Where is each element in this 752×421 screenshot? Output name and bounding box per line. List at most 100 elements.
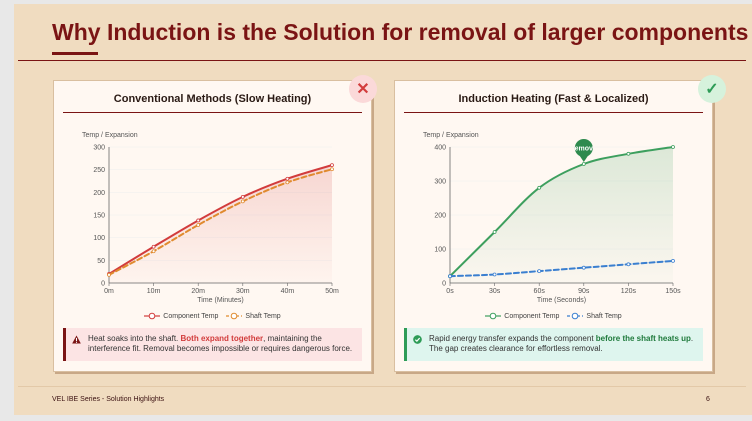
x-tick-label: 40m — [281, 288, 295, 295]
x-tick-label: 10m — [147, 288, 161, 295]
data-point — [671, 258, 675, 263]
legend-marker-icon — [485, 312, 502, 320]
area-fill — [109, 165, 332, 283]
y-tick-label: 250 — [93, 167, 105, 174]
y-tick-label: 200 — [93, 190, 105, 197]
series-line-shaft — [108, 168, 333, 276]
check-circle-icon — [413, 335, 422, 344]
x-tick-label: 30m — [236, 288, 250, 295]
data-point — [492, 272, 497, 277]
x-tick-label: 50m — [325, 288, 339, 295]
legend-item-shaft: Shaft Temp — [226, 312, 281, 320]
y-tick-label: 300 — [93, 145, 105, 152]
legend-item-component: Component Temp — [144, 312, 218, 320]
success-note: Rapid energy transfer expands the compon… — [404, 328, 703, 361]
slide: Why Induction is the Solution for remova… — [14, 4, 752, 415]
x-tick-label: 30s — [489, 288, 501, 295]
note-text: Rapid energy transfer expands the compon… — [429, 334, 596, 343]
y-tick-label: 300 — [434, 179, 446, 186]
data-point — [196, 218, 201, 223]
close-icon: ✕ — [349, 75, 377, 103]
x-tick-label: 0s — [446, 288, 454, 295]
location-pin-icon: emov — [575, 139, 593, 162]
data-point — [537, 185, 542, 190]
x-tick-label: 90s — [578, 288, 590, 295]
y-axis-label: Temp / Expansion — [82, 132, 138, 139]
conventional-chart: Temp / Expansion 0 50 100 150 200 250 300 0m 10m 2… — [82, 132, 339, 304]
data-point — [151, 244, 156, 249]
card-title: Conventional Methods (Slow Heating) — [113, 93, 312, 105]
data-point — [151, 249, 156, 254]
note-highlight: before the shaft heats up — [595, 334, 691, 343]
marker-label: emov — [575, 146, 593, 153]
note-text: , maintaining the interference fit. Remo… — [88, 334, 353, 353]
data-point — [196, 223, 201, 227]
data-point — [330, 167, 334, 172]
note-text: Heat soaks into the shaft. — [88, 334, 181, 343]
x-tick-label: 60s — [534, 288, 546, 295]
x-axis-label: Time (Seconds) — [537, 297, 586, 304]
chart-legend: Component Temp Shaft Temp — [395, 312, 712, 320]
data-point — [626, 151, 631, 156]
y-tick-label: 50 — [97, 258, 105, 265]
note-highlight: Both expand together — [180, 334, 264, 343]
y-tick-label: 0 — [442, 281, 446, 288]
chart-legend: Component Temp Shaft Temp — [54, 312, 371, 320]
title-divider — [18, 60, 746, 61]
legend-item-shaft: Shaft Temp — [567, 312, 622, 320]
series-line-component — [449, 146, 674, 278]
series-line-component — [108, 164, 333, 275]
card-divider — [63, 112, 362, 113]
slide-title: Why Induction is the Solution for remova… — [52, 19, 749, 45]
legend-marker-icon — [144, 312, 161, 320]
card-title: Induction Heating (Fast & Localized) — [458, 93, 649, 105]
data-point — [330, 163, 334, 168]
y-tick-label: 100 — [434, 247, 446, 254]
data-point — [285, 180, 290, 185]
footer-text: VEL IBE Series - Solution Highlights — [52, 396, 165, 403]
y-tick-label: 0 — [101, 281, 105, 288]
data-point — [626, 262, 631, 267]
y-tick-label: 400 — [434, 145, 446, 152]
card-divider — [404, 112, 703, 113]
data-point — [671, 145, 675, 149]
data-point — [581, 162, 586, 166]
x-tick-label: 20m — [191, 288, 205, 295]
note-text: . The gap creates clearance for effortle… — [429, 334, 694, 353]
y-tick-label: 200 — [434, 213, 446, 220]
area-fill — [450, 147, 673, 283]
check-icon: ✓ — [698, 75, 726, 103]
legend-label: Component Temp — [504, 312, 560, 320]
warning-note: Heat soaks into the shaft. Both expand t… — [63, 328, 362, 361]
legend-marker-icon — [567, 312, 584, 320]
data-point — [537, 269, 542, 274]
data-point — [107, 272, 111, 277]
legend-label: Component Temp — [163, 312, 219, 320]
page-number: 6 — [706, 396, 710, 403]
data-point — [285, 176, 290, 181]
legend-marker-icon — [226, 312, 243, 320]
footer-divider — [18, 386, 746, 387]
data-point — [240, 194, 245, 199]
pin-head — [574, 139, 593, 157]
x-tick-label: 0m — [104, 288, 114, 295]
data-point — [240, 199, 245, 204]
data-point — [492, 230, 497, 234]
y-tick-label: 150 — [93, 213, 105, 220]
y-axis-label: Temp / Expansion — [423, 132, 479, 139]
series-line-shaft — [449, 259, 674, 278]
warning-icon — [72, 335, 81, 344]
legend-item-component: Component Temp — [485, 312, 559, 320]
pin-tail — [579, 156, 588, 162]
y-tick-label: 100 — [93, 235, 105, 242]
x-tick-label: 150s — [665, 288, 681, 295]
legend-label: Shaft Temp — [245, 312, 281, 320]
induction-heating-card: ✓ Induction Heating (Fast & Localized) T… — [394, 75, 726, 372]
data-point — [448, 274, 452, 279]
legend-label: Shaft Temp — [586, 312, 622, 320]
conventional-methods-card: ✕ Conventional Methods (Slow Heating) Te… — [53, 75, 377, 372]
data-point — [581, 265, 586, 270]
x-tick-label: 120s — [621, 288, 637, 295]
induction-chart: Temp / Expansion 0 100 200 300 400 0s 30s 60s 90s… — [423, 132, 681, 304]
x-axis-label: Time (Minutes) — [197, 297, 243, 304]
